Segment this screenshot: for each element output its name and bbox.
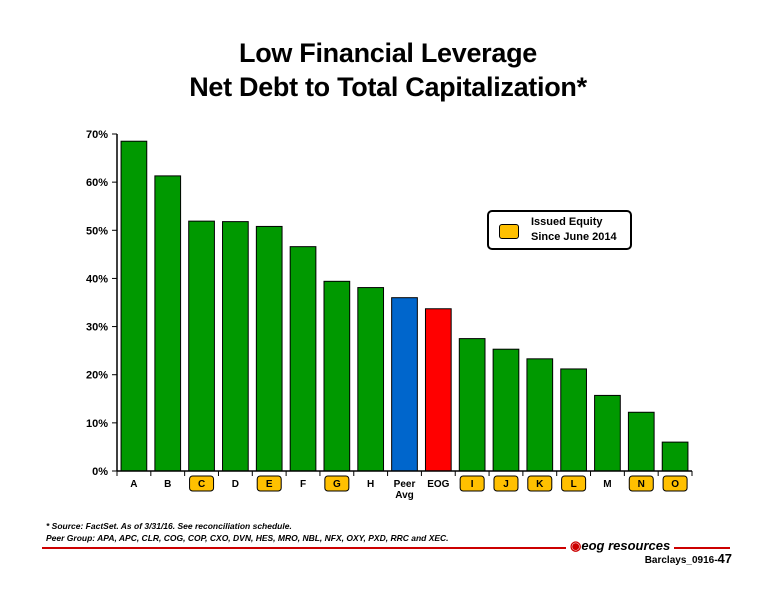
bar xyxy=(594,394,621,472)
bar xyxy=(391,297,418,472)
slide-id-text: Barclays_0916- xyxy=(644,555,718,566)
y-tick-label: 60% xyxy=(86,177,108,189)
legend: Issued Equity Since June 2014 xyxy=(487,210,632,250)
bar xyxy=(188,220,215,472)
x-tick-label: A xyxy=(130,479,137,490)
x-tick-label: Avg xyxy=(395,490,414,501)
bar xyxy=(661,441,689,472)
x-tick-label: Peer xyxy=(394,479,416,490)
y-tick-label: 40% xyxy=(86,273,108,285)
x-tick-label: G xyxy=(333,479,341,490)
chart-title-line1: Low Financial Leverage xyxy=(239,38,537,68)
eog-logo: ◉eog resources xyxy=(566,538,675,554)
issued-equity-badge xyxy=(256,475,282,492)
y-tick-label: 70% xyxy=(86,129,108,141)
issued-equity-badge xyxy=(493,475,519,492)
bar xyxy=(289,246,317,472)
bar xyxy=(526,358,554,472)
legend-label-line2: Since June 2014 xyxy=(531,231,617,243)
x-tick-label: E xyxy=(266,479,273,490)
x-tick-label: I xyxy=(471,479,474,490)
x-tick-label: L xyxy=(571,479,577,490)
bar xyxy=(357,287,385,472)
x-tick-label: J xyxy=(503,479,509,490)
slide-id: Barclays_0916-47 xyxy=(645,551,732,566)
bar xyxy=(120,140,148,472)
x-tick-label: EOG xyxy=(427,479,449,490)
bar xyxy=(154,175,182,472)
issued-equity-badge xyxy=(527,475,553,492)
issued-equity-badge xyxy=(561,475,587,492)
legend-label: Issued Equity Since June 2014 xyxy=(531,215,617,245)
x-tick-label: O xyxy=(671,479,679,490)
bar xyxy=(560,368,587,472)
bar xyxy=(492,348,520,472)
x-tick-label: M xyxy=(603,479,611,490)
bar xyxy=(627,411,655,472)
legend-label-line1: Issued Equity xyxy=(531,216,603,228)
footnote-source: * Source: FactSet. As of 3/31/16. See re… xyxy=(46,521,292,531)
bar xyxy=(424,308,452,472)
bar xyxy=(323,280,351,472)
y-tick-label: 20% xyxy=(86,370,108,382)
logo-text: eog resources xyxy=(581,538,671,553)
y-tick-label: 10% xyxy=(86,418,108,430)
y-tick-label: 50% xyxy=(86,225,108,237)
bar xyxy=(222,221,249,472)
x-tick-label: N xyxy=(638,479,645,490)
x-tick-label: C xyxy=(198,479,205,490)
bar xyxy=(458,338,486,472)
footer-divider xyxy=(42,547,730,549)
footnote-peer-group: Peer Group: APA, APC, CLR, COG, COP, CXO… xyxy=(46,533,449,543)
issued-equity-badge xyxy=(324,475,350,492)
x-tick-label: F xyxy=(300,479,306,490)
chart-title-line2: Net Debt to Total Capitalization* xyxy=(189,72,587,102)
bar xyxy=(255,225,283,472)
issued-equity-badge xyxy=(662,475,688,492)
x-tick-label: H xyxy=(367,479,374,490)
issued-equity-badge xyxy=(628,475,654,492)
legend-swatch-issued-equity xyxy=(499,224,519,239)
issued-equity-badge xyxy=(189,475,215,492)
x-tick-label: D xyxy=(232,479,239,490)
y-tick-label: 30% xyxy=(86,322,108,334)
issued-equity-badge xyxy=(459,475,485,492)
slide-number: 47 xyxy=(717,551,732,566)
flame-icon: ◉ xyxy=(570,538,582,553)
x-tick-label: K xyxy=(536,479,544,490)
y-tick-label: 0% xyxy=(92,466,108,478)
x-tick-label: B xyxy=(164,479,171,490)
